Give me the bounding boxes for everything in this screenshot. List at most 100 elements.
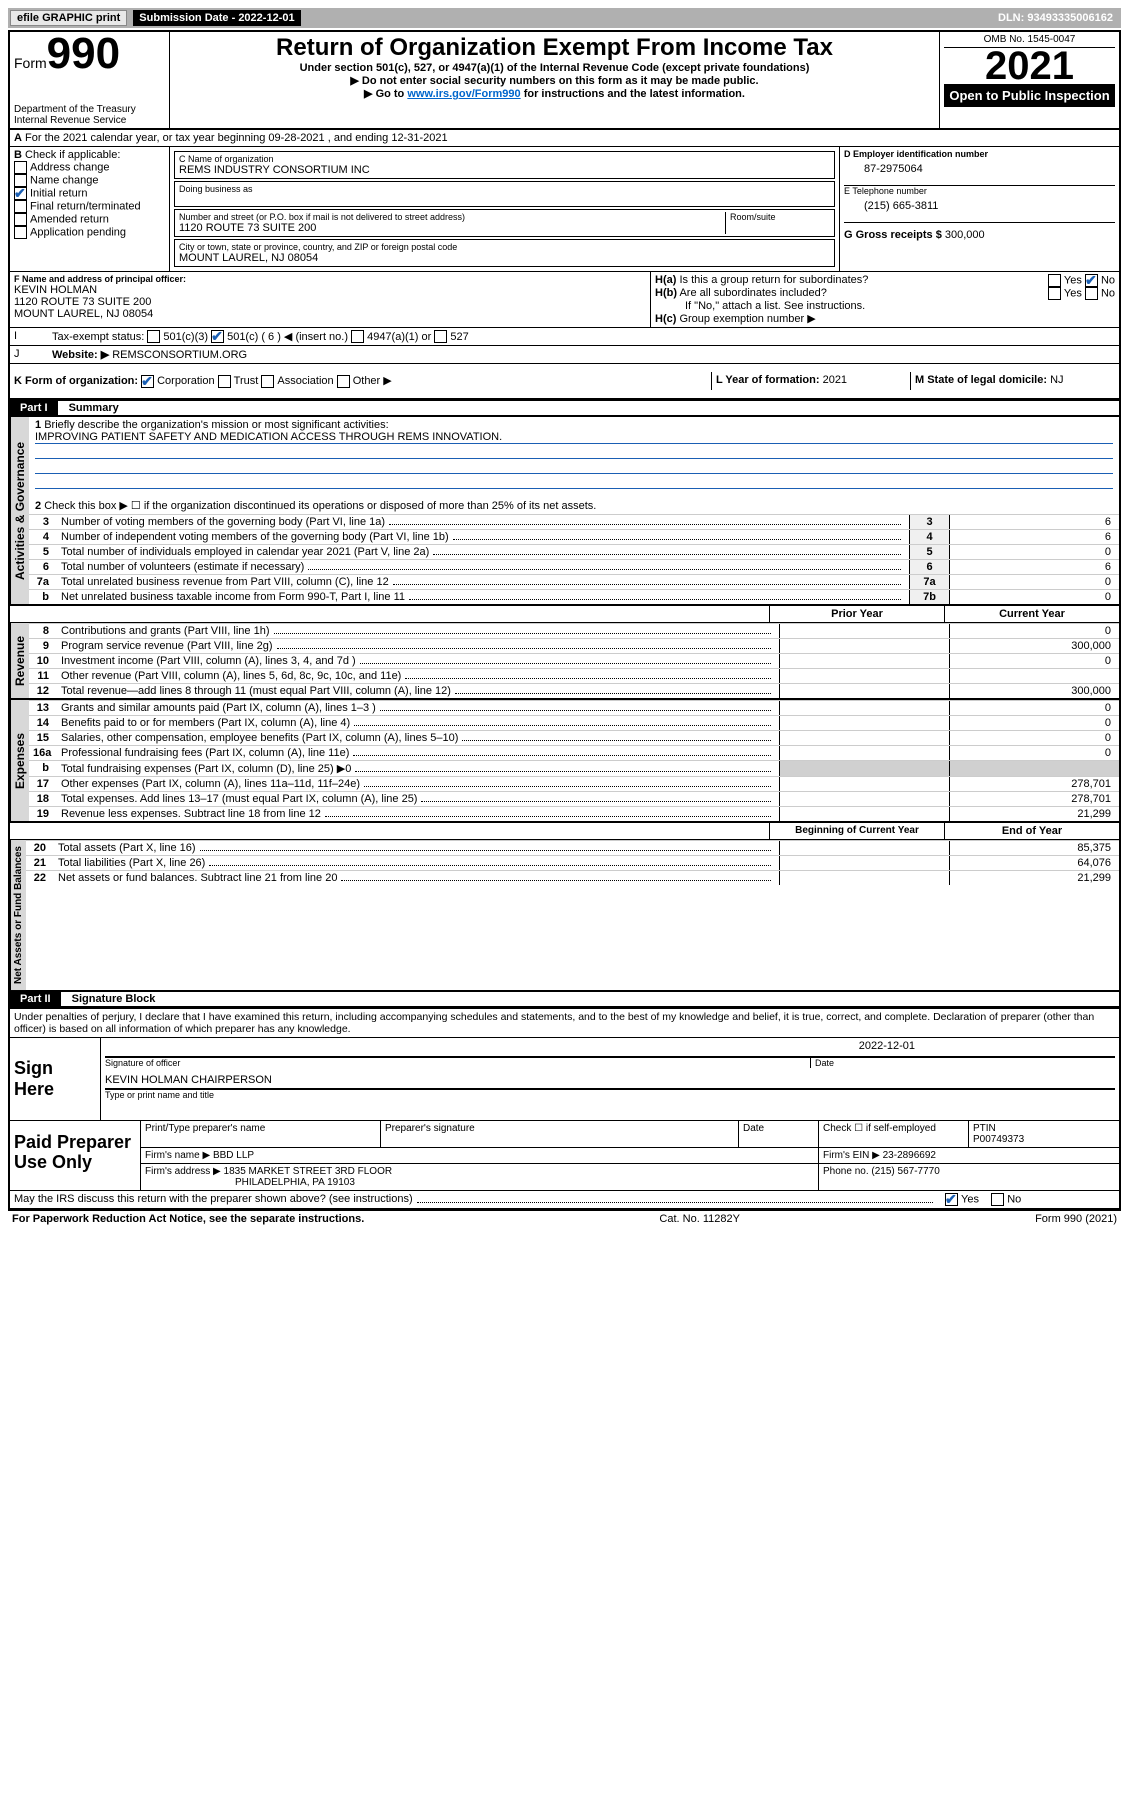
begin-year-header: Beginning of Current Year bbox=[769, 823, 944, 839]
table-row: 4 Number of independent voting members o… bbox=[29, 529, 1119, 544]
trust-checkbox[interactable] bbox=[218, 375, 231, 388]
revenue-section: Revenue 8 Contributions and grants (Part… bbox=[10, 622, 1119, 698]
net-assets-section: Net Assets or Fund Balances 20 Total ass… bbox=[10, 839, 1119, 990]
table-row: 8 Contributions and grants (Part VIII, l… bbox=[29, 623, 1119, 638]
line-j: J Website: ▶ REMSCONSORTIUM.ORG bbox=[10, 346, 1119, 364]
officer-city: MOUNT LAUREL, NJ 08054 bbox=[14, 308, 646, 320]
initial-return-checkbox[interactable] bbox=[14, 187, 27, 200]
ein-label: D Employer identification number bbox=[844, 149, 1115, 159]
table-row: 17 Other expenses (Part IX, column (A), … bbox=[29, 776, 1119, 791]
table-row: 20 Total assets (Part X, line 16) 85,375 bbox=[26, 840, 1119, 855]
sidetab-governance: Activities & Governance bbox=[10, 417, 29, 604]
line-i: I Tax-exempt status: 501(c)(3) 501(c) ( … bbox=[10, 328, 1119, 347]
prep-name-label: Print/Type preparer's name bbox=[141, 1121, 381, 1147]
app-pending-checkbox[interactable] bbox=[14, 226, 27, 239]
ha-yes-checkbox[interactable] bbox=[1048, 274, 1061, 287]
paperwork-notice: For Paperwork Reduction Act Notice, see … bbox=[12, 1213, 364, 1225]
table-row: 10 Investment income (Part VIII, column … bbox=[29, 653, 1119, 668]
hb-no-checkbox[interactable] bbox=[1085, 287, 1098, 300]
501c3-checkbox[interactable] bbox=[147, 330, 160, 343]
table-row: 22 Net assets or fund balances. Subtract… bbox=[26, 870, 1119, 885]
tax-year: 2021 bbox=[944, 48, 1115, 84]
firm-ein: 23-2896692 bbox=[883, 1150, 936, 1161]
table-row: 12 Total revenue—add lines 8 through 11 … bbox=[29, 683, 1119, 698]
discuss-no-checkbox[interactable] bbox=[991, 1193, 1004, 1206]
501c-other-checkbox[interactable] bbox=[211, 330, 224, 343]
dln: DLN: 93493335006162 bbox=[998, 12, 1119, 24]
instructions-link-line: ▶ Go to www.irs.gov/Form990 for instruct… bbox=[174, 87, 935, 100]
city-label: City or town, state or province, country… bbox=[179, 242, 830, 252]
page-footer: For Paperwork Reduction Act Notice, see … bbox=[8, 1211, 1121, 1227]
prior-year-header: Prior Year bbox=[769, 606, 944, 622]
irs-label: Internal Revenue Service bbox=[14, 115, 165, 126]
street-address: 1120 ROUTE 73 SUITE 200 bbox=[179, 222, 721, 234]
declaration: Under penalties of perjury, I declare th… bbox=[10, 1007, 1119, 1037]
cat-number: Cat. No. 11282Y bbox=[659, 1213, 740, 1225]
assoc-checkbox[interactable] bbox=[261, 375, 274, 388]
table-row: 21 Total liabilities (Part X, line 26) 6… bbox=[26, 855, 1119, 870]
dba-label: Doing business as bbox=[179, 184, 830, 194]
type-name-label: Type or print name and title bbox=[105, 1088, 1115, 1100]
hb-label: Are all subordinates included? bbox=[679, 287, 826, 299]
corp-checkbox[interactable] bbox=[141, 375, 154, 388]
form-number: Form990 bbox=[14, 34, 165, 74]
sign-here-label: Sign Here bbox=[10, 1038, 100, 1120]
table-row: 3 Number of voting members of the govern… bbox=[29, 514, 1119, 529]
paid-preparer-label: Paid Preparer Use Only bbox=[10, 1121, 140, 1190]
discuss-yes-checkbox[interactable] bbox=[945, 1193, 958, 1206]
form-container: Form990 Department of the Treasury Inter… bbox=[8, 30, 1121, 1211]
ein: 87-2975064 bbox=[844, 159, 1115, 185]
part2-header: Part II Signature Block bbox=[10, 990, 1119, 1007]
527-checkbox[interactable] bbox=[434, 330, 447, 343]
hb-yes-checkbox[interactable] bbox=[1048, 287, 1061, 300]
sidetab-revenue: Revenue bbox=[10, 623, 29, 698]
form-title: Return of Organization Exempt From Incom… bbox=[174, 34, 935, 62]
firm-name: BBD LLP bbox=[213, 1150, 254, 1161]
officer-name: KEVIN HOLMAN bbox=[14, 284, 646, 296]
table-row: 19 Revenue less expenses. Subtract line … bbox=[29, 806, 1119, 821]
4947-checkbox[interactable] bbox=[351, 330, 364, 343]
table-row: 7a Total unrelated business revenue from… bbox=[29, 574, 1119, 589]
sidetab-net-assets: Net Assets or Fund Balances bbox=[10, 840, 26, 990]
org-name: REMS INDUSTRY CONSORTIUM INC bbox=[179, 164, 830, 176]
expense-section: Expenses 13 Grants and similar amounts p… bbox=[10, 698, 1119, 821]
year-formation: 2021 bbox=[823, 374, 847, 386]
domicile-state: NJ bbox=[1050, 374, 1063, 386]
table-row: 18 Total expenses. Add lines 13–17 (must… bbox=[29, 791, 1119, 806]
current-year-header: Current Year bbox=[944, 606, 1119, 622]
table-row: 13 Grants and similar amounts paid (Part… bbox=[29, 700, 1119, 715]
sig-date: 2022-12-01 bbox=[105, 1040, 1115, 1056]
amended-checkbox[interactable] bbox=[14, 213, 27, 226]
other-checkbox[interactable] bbox=[337, 375, 350, 388]
gross-receipts: 300,000 bbox=[945, 229, 985, 241]
city-state-zip: MOUNT LAUREL, NJ 08054 bbox=[179, 252, 830, 264]
officer-street: 1120 ROUTE 73 SUITE 200 bbox=[14, 296, 646, 308]
hc-label: Group exemption number ▶ bbox=[679, 313, 815, 325]
sign-here-block: Sign Here 2022-12-01 Signature of office… bbox=[10, 1037, 1119, 1120]
mission-label: Briefly describe the organization's miss… bbox=[44, 419, 388, 431]
form-ref: Form 990 (2021) bbox=[1035, 1213, 1117, 1225]
self-employed-label: Check ☐ if self-employed bbox=[819, 1121, 969, 1147]
efile-print-button[interactable]: efile GRAPHIC print bbox=[10, 10, 127, 26]
mission-text: IMPROVING PATIENT SAFETY AND MEDICATION … bbox=[35, 431, 1113, 444]
firm-phone: (215) 567-7770 bbox=[871, 1166, 939, 1177]
department: Department of the Treasury bbox=[14, 104, 165, 115]
line-a: A For the 2021 calendar year, or tax yea… bbox=[10, 130, 1119, 147]
street-label: Number and street (or P.O. box if mail i… bbox=[179, 212, 721, 222]
irs-link[interactable]: www.irs.gov/Form990 bbox=[407, 88, 520, 100]
table-row: b Total fundraising expenses (Part IX, c… bbox=[29, 760, 1119, 776]
website: REMSCONSORTIUM.ORG bbox=[112, 349, 247, 361]
ha-no-checkbox[interactable] bbox=[1085, 274, 1098, 287]
ptin: P00749373 bbox=[973, 1134, 1024, 1145]
ssn-warning: ▶ Do not enter social security numbers o… bbox=[174, 74, 935, 87]
submission-date: Submission Date - 2022-12-01 bbox=[133, 10, 300, 26]
firm-address2: PHILADELPHIA, PA 19103 bbox=[145, 1177, 355, 1188]
address-change-checkbox[interactable] bbox=[14, 161, 27, 174]
top-bar: efile GRAPHIC print Submission Date - 20… bbox=[8, 8, 1121, 28]
gov-section: Activities & Governance 1 Briefly descri… bbox=[10, 416, 1119, 604]
section-fh: F Name and address of principal officer:… bbox=[10, 272, 1119, 328]
table-row: b Net unrelated business taxable income … bbox=[29, 589, 1119, 604]
end-year-header: End of Year bbox=[944, 823, 1119, 839]
final-return-checkbox[interactable] bbox=[14, 200, 27, 213]
firm-address1: 1835 MARKET STREET 3RD FLOOR bbox=[224, 1166, 393, 1177]
